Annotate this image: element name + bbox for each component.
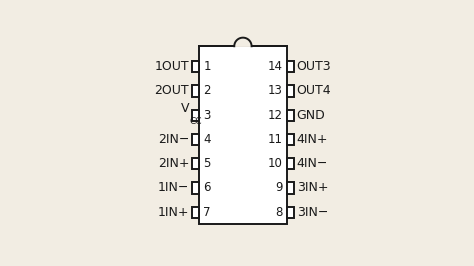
- Text: 2IN+: 2IN+: [158, 157, 189, 170]
- Text: 12: 12: [267, 109, 283, 122]
- Bar: [192, 85, 199, 97]
- Bar: [192, 158, 199, 169]
- Bar: [192, 134, 199, 145]
- Bar: [192, 206, 199, 218]
- Text: 13: 13: [267, 85, 283, 97]
- Bar: [192, 110, 199, 121]
- Bar: [287, 158, 293, 169]
- Text: V: V: [181, 102, 189, 115]
- Bar: [287, 110, 293, 121]
- Text: 10: 10: [267, 157, 283, 170]
- Bar: [192, 61, 199, 72]
- Text: 2OUT: 2OUT: [155, 85, 189, 97]
- Text: 5: 5: [203, 157, 211, 170]
- Text: 11: 11: [267, 133, 283, 146]
- Text: 9: 9: [275, 181, 283, 194]
- Text: 14: 14: [267, 60, 283, 73]
- Bar: [192, 182, 199, 194]
- Text: GND: GND: [297, 109, 326, 122]
- Text: 4IN+: 4IN+: [297, 133, 328, 146]
- Text: 4: 4: [203, 133, 211, 146]
- Text: 1OUT: 1OUT: [155, 60, 189, 73]
- Bar: [287, 85, 293, 97]
- Text: 1IN−: 1IN−: [158, 181, 189, 194]
- Text: 4IN−: 4IN−: [297, 157, 328, 170]
- Bar: [287, 134, 293, 145]
- Text: OUT4: OUT4: [297, 85, 331, 97]
- Text: 8: 8: [275, 206, 283, 219]
- Text: 7: 7: [203, 206, 211, 219]
- Text: OUT3: OUT3: [297, 60, 331, 73]
- Text: 3: 3: [203, 109, 211, 122]
- Text: 2IN−: 2IN−: [158, 133, 189, 146]
- Text: 6: 6: [203, 181, 211, 194]
- Text: 3IN+: 3IN+: [297, 181, 328, 194]
- Text: 1: 1: [203, 60, 211, 73]
- Bar: [287, 61, 293, 72]
- Text: 2: 2: [203, 85, 211, 97]
- Text: 3IN−: 3IN−: [297, 206, 328, 219]
- Polygon shape: [234, 38, 252, 46]
- Bar: [199, 46, 287, 225]
- Bar: [287, 206, 293, 218]
- Text: CC: CC: [190, 117, 202, 126]
- Bar: [287, 182, 293, 194]
- Text: 1IN+: 1IN+: [158, 206, 189, 219]
